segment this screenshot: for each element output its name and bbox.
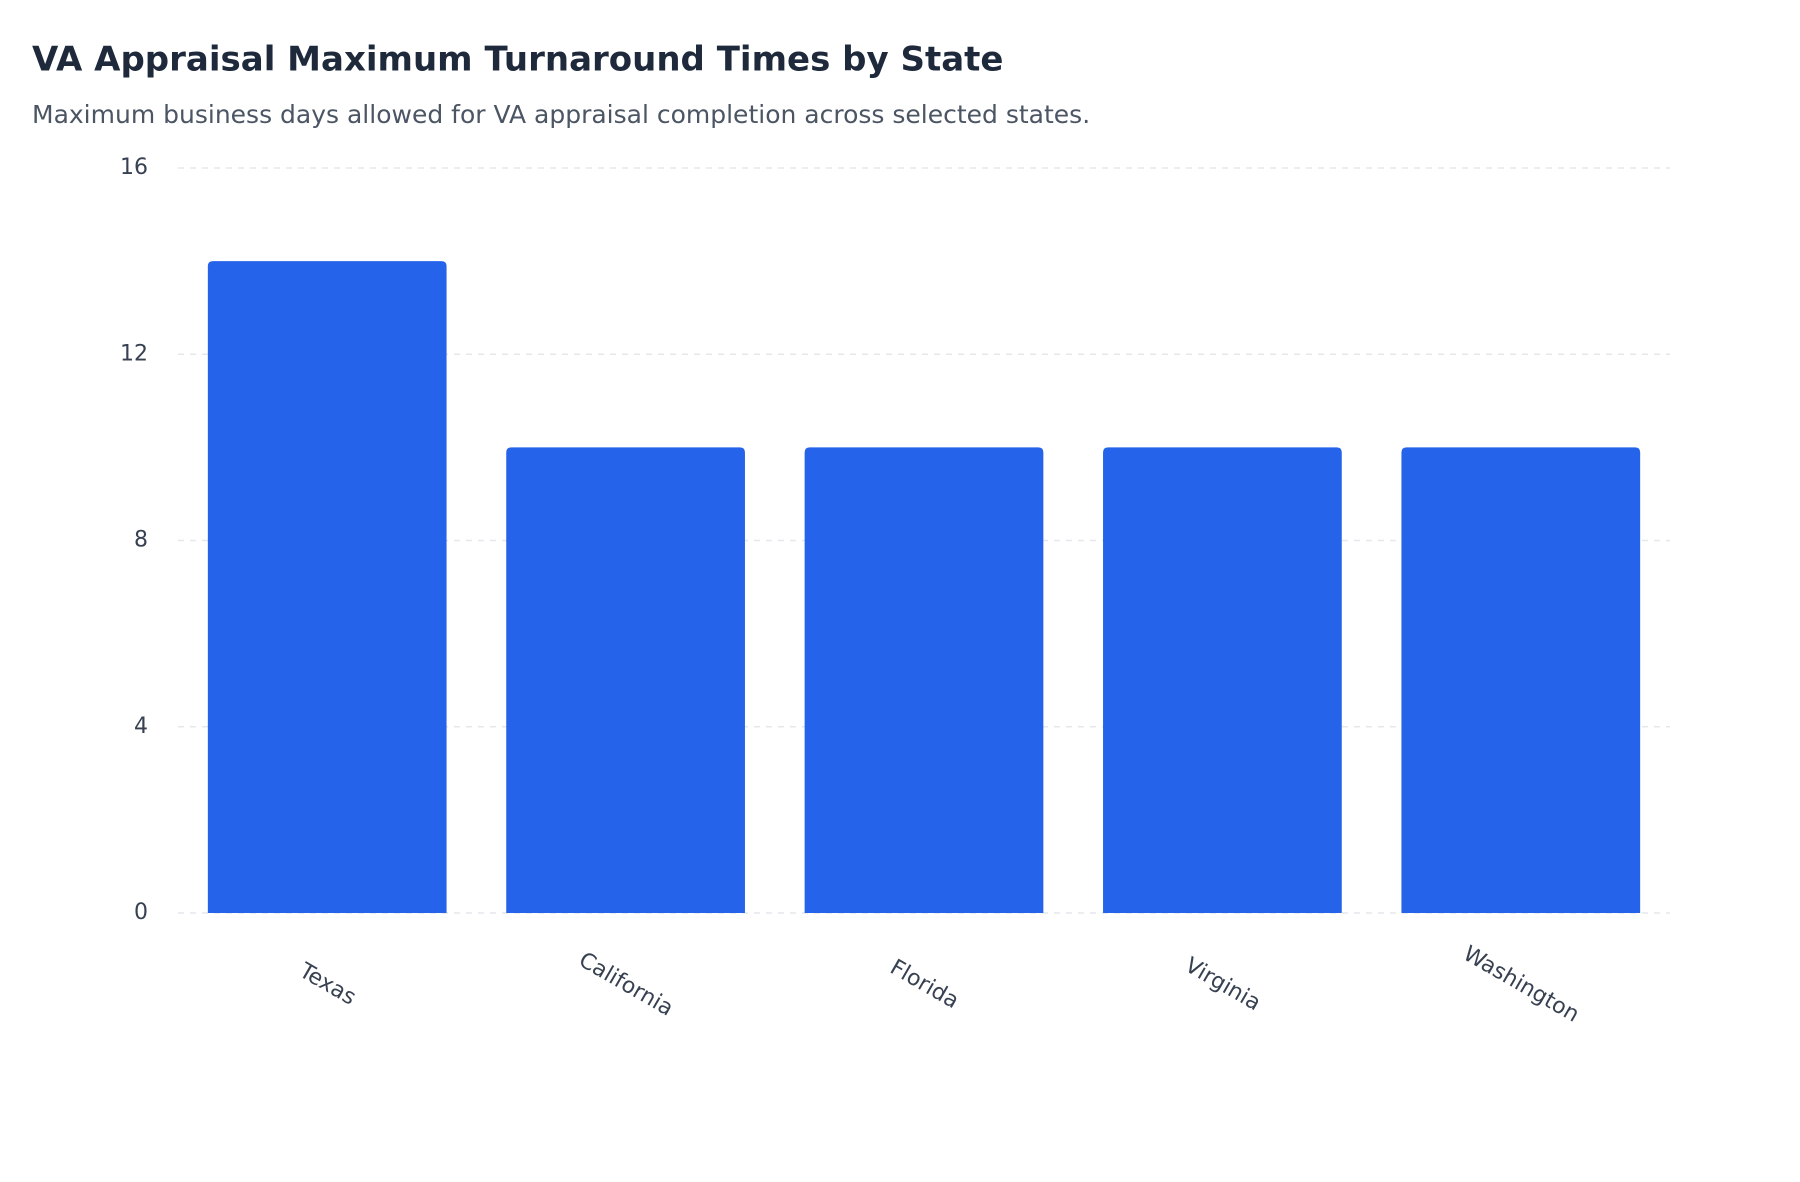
- bar: [207, 261, 447, 913]
- x-tick-label: Virginia: [1180, 953, 1264, 1016]
- bar: [1401, 447, 1641, 913]
- bar: [506, 447, 745, 913]
- chart-subtitle: Maximum business days allowed for VA app…: [32, 100, 1090, 129]
- y-tick-label: 16: [120, 155, 148, 180]
- bar: [1103, 447, 1342, 913]
- bar: [804, 447, 1044, 913]
- x-tick-label: Florida: [886, 955, 963, 1014]
- y-tick-label: 4: [134, 714, 148, 739]
- x-tick-label: Texas: [294, 958, 360, 1011]
- y-tick-label: 12: [120, 341, 148, 366]
- x-tick-label: California: [574, 948, 677, 1022]
- x-tick-label: Washington: [1459, 941, 1583, 1027]
- y-tick-label: 8: [134, 528, 148, 553]
- chart-title: VA Appraisal Maximum Turnaround Times by…: [32, 40, 1003, 80]
- y-tick-label: 0: [134, 900, 148, 925]
